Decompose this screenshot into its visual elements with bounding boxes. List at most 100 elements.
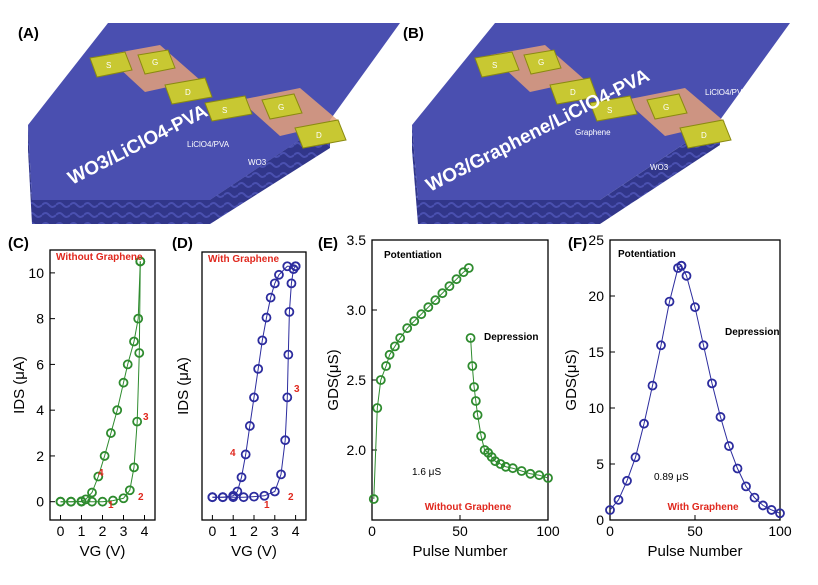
annotation-text: 0.89 μS	[654, 472, 689, 483]
data-point	[265, 292, 276, 303]
data-point	[470, 396, 481, 406]
svg-text:D: D	[316, 131, 322, 140]
pad-s-1b	[474, 51, 520, 78]
data-point	[463, 263, 474, 273]
data-point	[423, 302, 434, 313]
data-point	[124, 485, 135, 496]
x-tick-label: 50	[687, 523, 703, 539]
x-tick-label: 0	[606, 523, 614, 539]
pad-d-1a	[164, 77, 213, 105]
data-point	[217, 492, 228, 503]
sweep-point-label: 2	[288, 492, 294, 503]
data-point	[451, 274, 462, 285]
data-point	[99, 451, 110, 461]
sweep-point-label: 2	[138, 492, 144, 503]
data-point	[129, 336, 139, 347]
data-point	[467, 361, 478, 371]
svg-text:G: G	[538, 58, 544, 67]
data-point	[118, 493, 129, 504]
annotation-text: Depression	[725, 327, 779, 338]
data-point	[495, 459, 506, 469]
schematic-a: (A) S G D S G D LiClO4/PVA WO3 WO3/LiClO…	[18, 23, 400, 224]
y-tick-label: 5	[596, 456, 604, 472]
data-point	[525, 468, 536, 479]
data-point	[472, 410, 483, 420]
chart-panel-f: (F) 0 50 100 0 5 10 15 20 25 Pulse Number GDS(μS) Wi…	[563, 232, 792, 560]
data-point	[118, 377, 129, 388]
svg-text:S: S	[106, 61, 111, 70]
pad-d-1b	[549, 77, 598, 105]
data-point	[384, 349, 395, 360]
x-tick-label: 4	[141, 523, 149, 539]
data-point	[409, 316, 420, 327]
pad-d-2a	[294, 119, 347, 149]
annotation-text: Potentiation	[618, 249, 676, 260]
x-tick-label: 50	[452, 523, 468, 539]
x-tick-label: 2	[99, 523, 107, 539]
data-point	[372, 403, 383, 413]
data-point	[395, 333, 406, 343]
data-point	[389, 341, 400, 352]
sweep-point-label: 1	[108, 500, 114, 511]
panel-label: (E)	[318, 235, 338, 252]
data-point	[630, 452, 641, 463]
x-axis-label: Pulse Number	[647, 543, 742, 560]
data-point	[280, 435, 291, 446]
data-point	[259, 490, 270, 501]
plot-frame	[609, 239, 781, 521]
data-point	[135, 256, 146, 267]
data-point	[253, 363, 264, 374]
data-point	[55, 496, 66, 507]
y-tick-label: 10	[588, 400, 604, 416]
data-point	[766, 505, 777, 515]
data-point	[543, 473, 553, 483]
series-line	[212, 266, 296, 498]
series-line	[60, 261, 141, 503]
data-point	[749, 492, 760, 503]
series-line	[680, 265, 781, 514]
x-tick-label: 0	[368, 523, 376, 539]
data-point	[257, 335, 268, 346]
data-point	[469, 382, 479, 392]
x-axis-label: VG (V)	[231, 543, 277, 560]
x-tick-label: 1	[229, 523, 237, 539]
data-point	[238, 492, 249, 503]
data-point	[698, 340, 709, 351]
condition-note: Without Graphene	[56, 252, 143, 263]
data-point	[134, 348, 145, 358]
data-point	[741, 481, 751, 492]
data-point	[97, 496, 108, 507]
data-point	[724, 441, 734, 451]
annotation-liclo4-b: LiClO4/PVA	[705, 88, 748, 97]
data-point	[775, 508, 785, 519]
data-point	[605, 505, 615, 515]
sweep-point-label: 3	[294, 384, 300, 395]
x-tick-label: 2	[250, 523, 258, 539]
x-tick-label: 100	[536, 523, 560, 539]
y-tick-label: 10	[28, 265, 44, 281]
data-point	[516, 466, 527, 476]
data-point	[269, 486, 280, 497]
annotation-liclo4-a: LiClO4/PVA	[187, 140, 230, 149]
series-line	[373, 267, 470, 500]
data-point	[269, 278, 280, 289]
x-tick-label: 4	[292, 523, 300, 539]
data-point	[707, 378, 717, 389]
svg-text:G: G	[278, 103, 284, 112]
svg-text:D: D	[185, 88, 191, 97]
data-point	[622, 475, 632, 486]
annotation-text: Depression	[484, 332, 538, 343]
data-point	[106, 428, 116, 438]
y-tick-label: 2	[36, 448, 44, 464]
data-point	[276, 469, 286, 480]
data-point	[476, 431, 487, 441]
annotation-text: 1.6 μS	[412, 467, 441, 478]
chart-panel-e: (E) 0 50 100 2.0 2.5 3.0 3.5 Pulse Number GDS(μS)…	[318, 232, 560, 560]
data-point	[76, 496, 87, 507]
panel-label: (D)	[172, 235, 193, 252]
sweep-point-label: 1	[264, 500, 270, 511]
x-axis-label: VG (V)	[80, 543, 126, 560]
y-tick-label: 0	[596, 512, 604, 528]
